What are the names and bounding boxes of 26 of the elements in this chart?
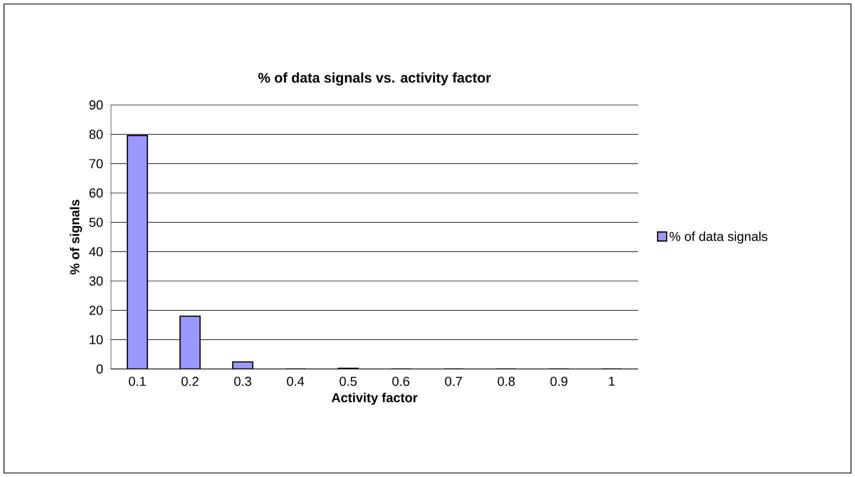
x-tick-label: 0.5 xyxy=(340,376,357,386)
x-axis-title: Activity factor xyxy=(332,392,418,405)
y-tick-label: 10 xyxy=(90,335,103,344)
y-tick-label: 60 xyxy=(89,188,103,198)
x-tick-label: 0.3 xyxy=(234,376,252,386)
y-tick-label: 20 xyxy=(89,306,103,315)
legend-label: % of data signals xyxy=(670,232,768,244)
x-tick-label: 1 xyxy=(609,376,615,386)
y-axis-title: % of signals xyxy=(70,200,82,274)
x-tick-label: 0.8 xyxy=(498,376,515,386)
y-tick-label: 70 xyxy=(90,159,103,168)
chart-title: % of data signals vs. activity factor xyxy=(258,72,491,86)
bar xyxy=(126,134,148,369)
y-tick-label: 40 xyxy=(89,247,103,256)
y-tick-label: 90 xyxy=(89,100,103,110)
bar xyxy=(179,316,201,369)
x-tick-label: 0.7 xyxy=(445,376,462,386)
x-tick-label: 0.2 xyxy=(182,376,198,386)
x-tick-label: 0.4 xyxy=(286,376,304,386)
y-tick-label: 80 xyxy=(89,130,103,139)
x-tick-label: 0.6 xyxy=(392,376,410,386)
x-tick-label: 0.9 xyxy=(550,376,568,386)
y-tick-label: 0 xyxy=(96,364,103,374)
y-tick-label: 30 xyxy=(89,276,103,286)
x-tick-label: 0.1 xyxy=(128,376,146,386)
y-tick-label: 50 xyxy=(89,218,103,227)
